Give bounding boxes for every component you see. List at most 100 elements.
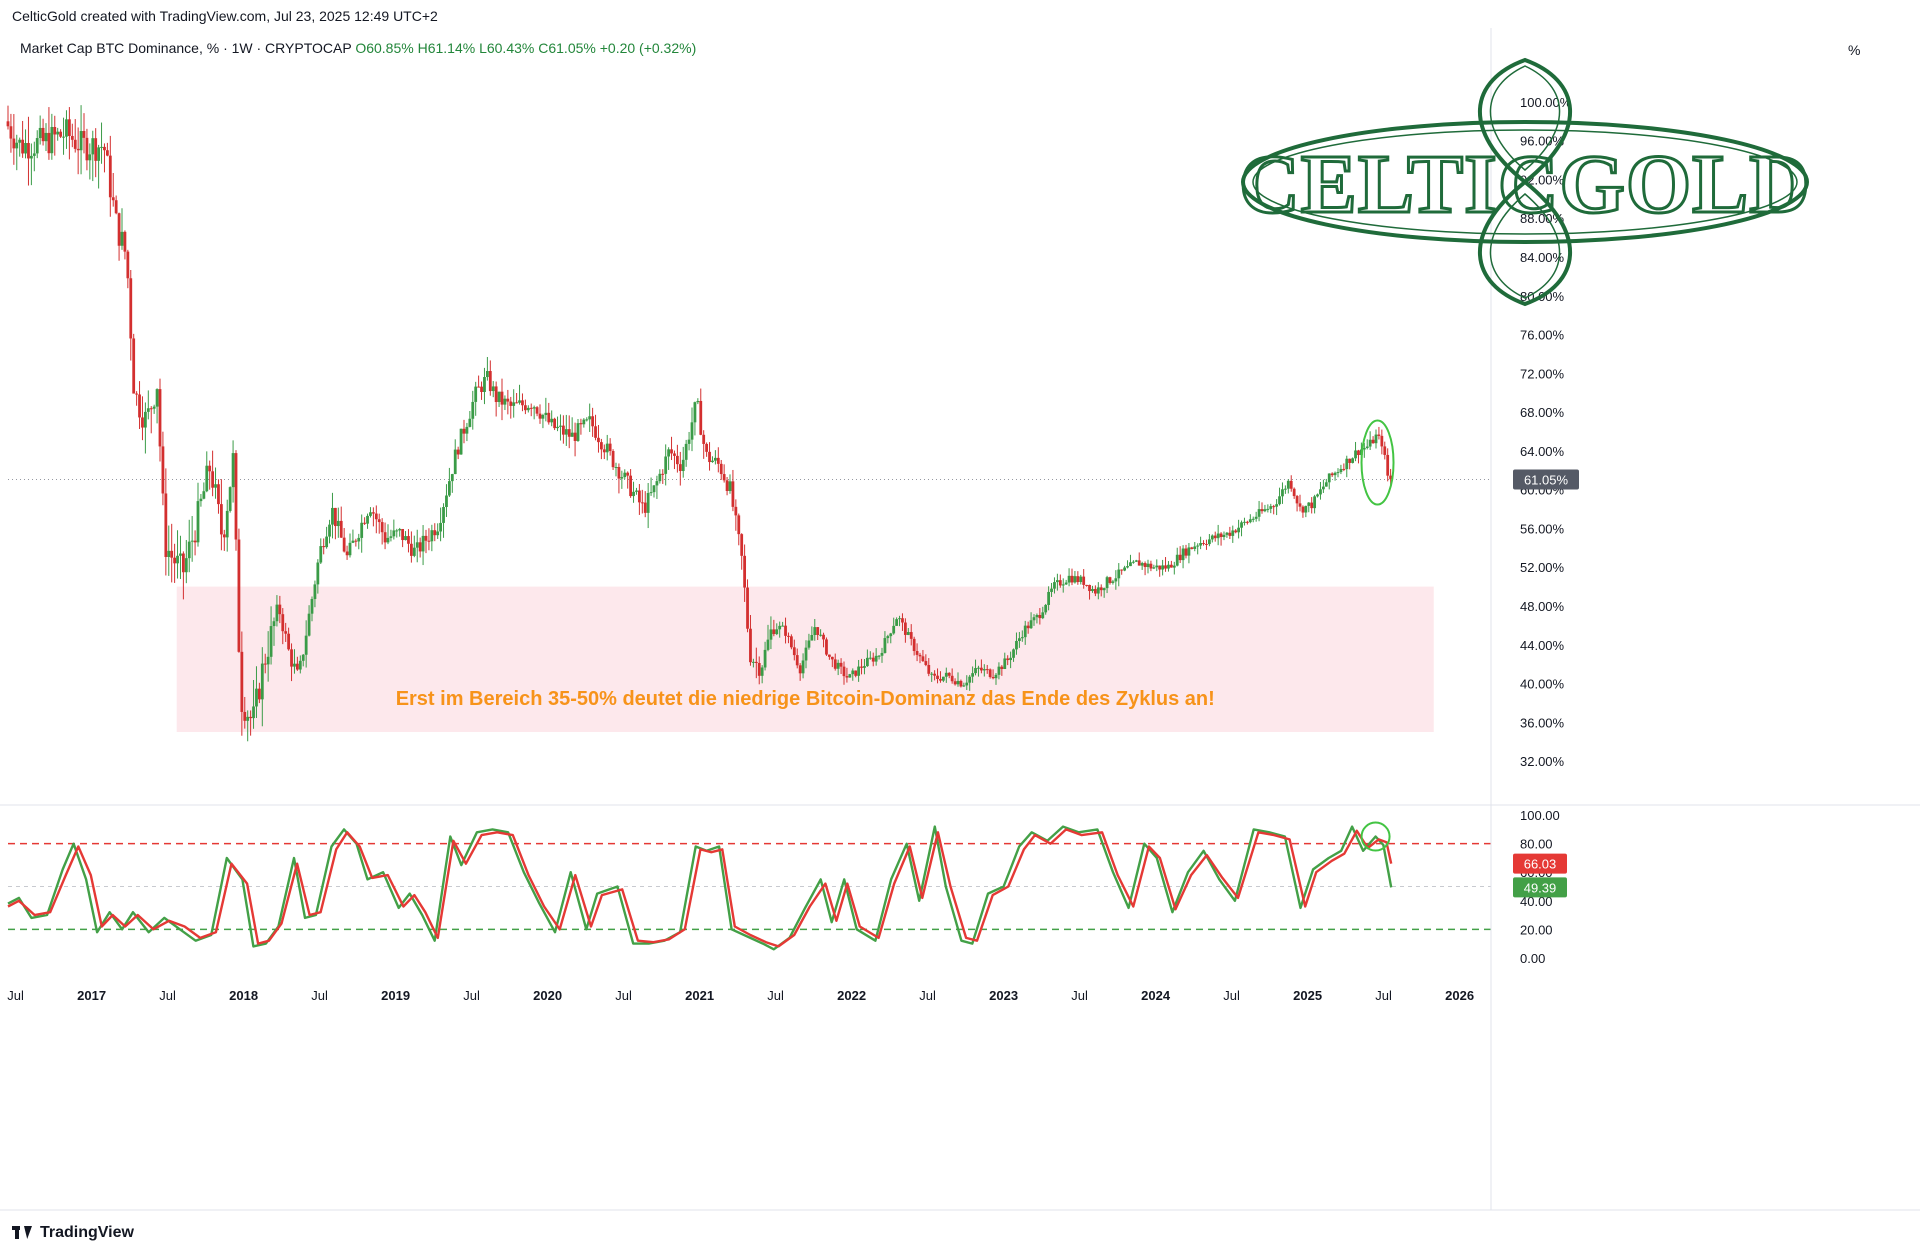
candle-body [778,625,782,630]
candle-body [1012,649,1015,658]
stoch-tick-label: 80.00 [1520,837,1553,852]
candle-body [988,669,992,678]
candle-body [222,534,226,538]
candle-body [442,507,445,523]
candle-body [994,674,998,679]
candle-body [670,449,673,454]
candle-body [933,673,937,676]
candle-body [117,213,121,246]
candle-body [345,551,349,556]
time-tick-label: Jul [311,988,328,1003]
logo-frame [1241,120,1809,244]
stoch-tick-label: 0.00 [1520,951,1545,966]
symbol-title: Market Cap BTC Dominance, % · 1W · CRYPT… [20,40,352,56]
candle-body [1003,658,1007,670]
stoch-value-badge [1513,853,1567,874]
candle-body [491,386,495,392]
candle-body [1281,489,1284,497]
time-tick-label: 2024 [1141,988,1171,1003]
candle-body [500,391,504,405]
candle-body [199,498,203,502]
candle-body [380,522,384,533]
candle-body [462,428,466,434]
candle-body [1219,533,1223,538]
candle-body [1357,450,1360,456]
candle-body [257,688,261,700]
candle-body [1172,565,1176,568]
candle-body [1093,589,1097,594]
candle-body [1038,614,1042,619]
candle-body [1187,547,1191,556]
time-tick-label: Jul [463,988,480,1003]
candle-body [1304,505,1308,513]
candle-body [813,627,817,636]
candle-body [947,672,951,676]
candle-body [100,146,103,148]
candle-body [716,457,720,464]
candle-body [161,446,165,494]
candle-body [348,542,352,556]
candle-body [597,437,600,443]
candle-body [363,522,367,524]
candle-body [833,659,837,669]
candle-body [234,453,238,540]
tradingview-icon [12,1226,34,1240]
candle-body [977,667,980,669]
candle-body [354,540,358,542]
time-tick-label: Jul [1223,988,1240,1003]
candle-body [848,674,852,678]
candle-body [939,678,942,681]
candle-body [883,638,887,653]
candle-body [313,584,317,600]
candle-body [1091,589,1094,592]
candle-body [91,138,95,155]
candle-body [787,635,790,637]
candle-body [1149,563,1153,569]
candle-body [830,656,834,660]
candle-body [901,618,904,623]
candle-body [88,154,92,161]
candle-body [67,119,71,136]
time-tick-label: 2017 [77,988,106,1003]
candle-body [737,515,741,535]
candle-body [509,401,513,406]
candle-body [675,455,679,465]
candle-body [681,459,685,472]
candle-body [921,656,925,662]
candle-body [225,510,229,538]
candle-body [15,142,19,149]
candle-body [1006,658,1010,661]
candle-body [316,562,320,585]
candle-body [415,542,419,548]
tradingview-brand[interactable]: TradingView [12,1224,134,1242]
candle-body [816,627,820,635]
time-tick-label: Jul [1071,988,1088,1003]
candle-body [1231,530,1235,536]
candle-body [1222,534,1226,538]
candle-body [208,465,212,472]
candle-body [1193,546,1197,549]
candle-body [65,119,68,137]
candle-body [1362,448,1366,450]
candle-body [155,389,159,407]
candle-body [547,412,551,423]
candle-body [974,668,977,674]
candle-body [1205,543,1208,545]
candle-body [187,541,191,559]
time-tick-label: 2022 [837,988,866,1003]
candle-body [564,429,568,435]
candle-body [1108,577,1112,583]
candle-body [769,629,773,640]
candle-body [839,662,843,667]
candle-body [1225,532,1229,535]
candle-body [263,663,267,665]
candle-body [456,449,460,455]
candle-body [1292,488,1296,497]
candle-body [784,625,787,636]
candle-body [1126,566,1129,568]
candle-body [760,667,764,676]
candle-body [181,553,185,573]
candle-body [678,464,682,472]
candle-body [217,484,220,505]
